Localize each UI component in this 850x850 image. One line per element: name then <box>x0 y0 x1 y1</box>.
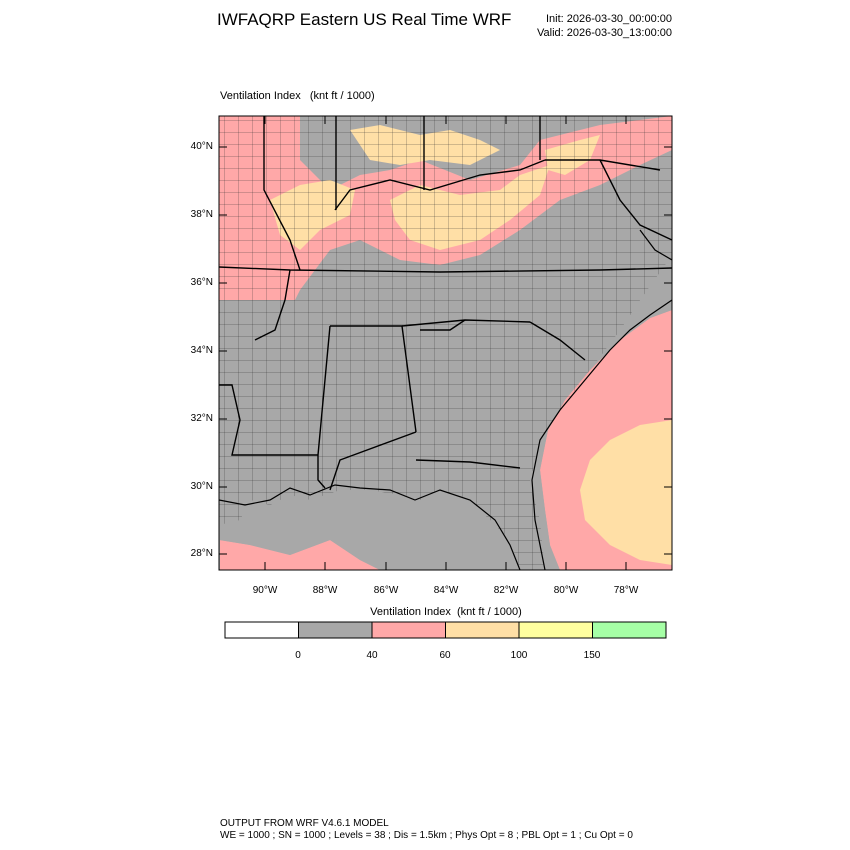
main-title: IWFAQRP Eastern US Real Time WRF <box>217 10 512 29</box>
lon-ticks <box>264 116 627 570</box>
lat-label-28n: 28°N <box>190 548 213 559</box>
colorbar <box>224 621 667 639</box>
lat-ticks <box>219 146 672 555</box>
coastline <box>219 229 672 570</box>
lon-label-84w: 84°W <box>433 585 459 596</box>
colorbar-tick-150: 150 <box>583 650 601 661</box>
lat-label-38n: 38°N <box>190 209 213 220</box>
colorbar-box-0-40 <box>298 621 373 639</box>
lat-label-40n: 40°N <box>190 141 213 152</box>
colorbar-box-40-60 <box>371 621 446 639</box>
lon-label-88w: 88°W <box>312 585 338 596</box>
state-boundaries <box>219 116 672 491</box>
county-boundaries <box>219 116 672 570</box>
footer-config: WE = 1000 ; SN = 1000 ; Levels = 38 ; Di… <box>220 830 633 841</box>
colorbar-box-below-0 <box>224 621 299 639</box>
footer-model: OUTPUT FROM WRF V4.6.1 MODEL <box>220 818 389 829</box>
colorbar-tick-0: 0 <box>295 650 301 661</box>
colorbar-box-above-150 <box>592 621 667 639</box>
colorbar-title: Ventilation Index (knt ft / 1000) <box>370 606 522 618</box>
map-area <box>219 116 672 570</box>
panel-title: Ventilation Index (knt ft / 1000) <box>220 90 375 102</box>
atlantic-orange-field <box>580 420 672 565</box>
colorbar-tick-60: 60 <box>439 650 451 661</box>
colorbar-tick-40: 40 <box>366 650 378 661</box>
colorbar-tick-100: 100 <box>510 650 528 661</box>
lat-label-36n: 36°N <box>190 277 213 288</box>
lon-label-86w: 86°W <box>373 585 399 596</box>
colorbar-box-100-150 <box>518 621 593 639</box>
lat-label-34n: 34°N <box>190 345 213 356</box>
lon-label-78w: 78°W <box>613 585 639 596</box>
valid-time: Valid: 2026-03-30_13:00:00 <box>537 27 672 39</box>
lon-label-90w: 90°W <box>252 585 278 596</box>
lon-label-80w: 80°W <box>553 585 579 596</box>
lat-label-30n: 30°N <box>190 481 213 492</box>
init-time: Init: 2026-03-30_00:00:00 <box>546 13 672 25</box>
lat-label-32n: 32°N <box>190 413 213 424</box>
colorbar-box-60-100 <box>445 621 520 639</box>
lon-label-82w: 82°W <box>493 585 519 596</box>
